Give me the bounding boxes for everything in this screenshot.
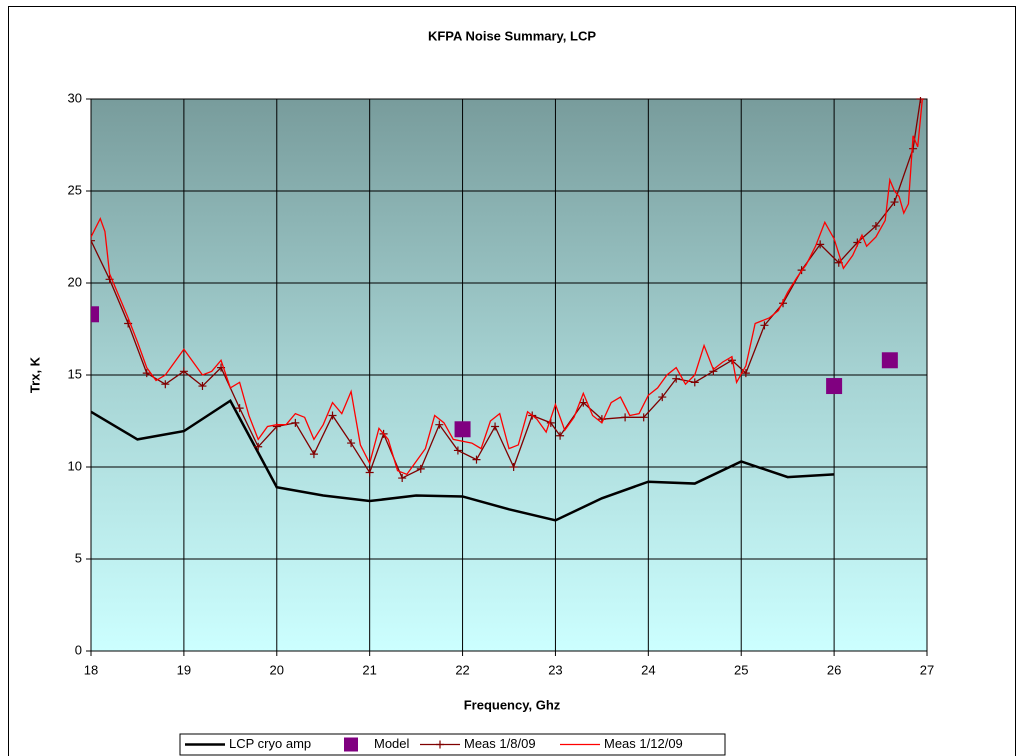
marker-plus [890,198,899,207]
marker-plus [272,422,281,431]
legend-swatch [436,740,444,749]
marker-plus [639,413,648,422]
marker-plus [435,420,444,429]
legend: LCP cryo amp Model Meas 1/8/09 Meas 1/12/09 [179,733,726,756]
marker-plus [509,463,518,471]
marker-plus [398,474,407,483]
marker-plus [658,393,667,402]
y-tick-label: 20 [68,274,82,289]
x-tick-label: 26 [827,662,841,677]
marker-plus [291,418,300,427]
y-tick-label: 15 [68,366,82,381]
x-tick-label: 19 [177,662,191,677]
legend-label: Model [374,736,410,751]
marker-plus [579,398,588,407]
marker-plus [91,236,95,245]
y-tick-label: 0 [75,642,82,657]
marker-square [91,306,99,323]
marker-plus [472,455,481,464]
series-line [91,398,835,522]
marker-plus [760,321,769,330]
y-axis-title: Trx, K [27,356,42,393]
y-tick-label: 25 [68,182,82,197]
x-tick-label: 25 [734,662,748,677]
x-tick-label: 18 [84,662,98,677]
marker-plus [491,422,500,431]
legend-swatch [344,737,358,752]
legend-label: Meas 1/12/09 [604,736,683,751]
series-layer [91,97,925,522]
marker-plus [309,450,318,459]
marker-plus [142,369,151,378]
marker-plus [161,380,170,389]
plot-border [90,98,928,652]
x-tick-label: 23 [548,662,562,677]
marker-plus [235,404,244,413]
marker-plus [416,464,425,473]
marker-square [454,421,471,438]
x-tick-label: 20 [270,662,284,677]
y-tick-label: 5 [75,550,82,565]
x-tick-label: 27 [920,662,934,677]
marker-plus [453,446,462,455]
marker-plus [179,367,188,376]
marker-plus [871,221,880,230]
marker-plus [556,431,565,440]
marker-plus [328,411,337,420]
y-tick-label: 30 [68,90,82,105]
grid: 0 5 10 15 20 25 30 18 19 20 21 22 23 24 25 26 27 [68,90,935,677]
marker-plus [347,439,356,448]
marker-plus [198,382,207,391]
marker-plus [916,97,925,103]
marker-plus [254,442,263,451]
x-tick-label: 22 [455,662,469,677]
x-tick-label: 21 [362,662,376,677]
legend-label: LCP cryo amp [229,736,311,751]
marker-plus [690,378,699,387]
y-tick-label: 10 [68,458,82,473]
chart-title: KFPA Noise Summary, LCP [428,28,596,43]
series-line [91,98,924,476]
marker-plus [909,144,918,153]
x-axis-title: Frequency, Ghz [464,697,561,712]
marker-plus [621,413,630,422]
marker-plus [816,240,825,249]
marker-square [826,378,843,395]
marker-plus [365,468,374,477]
legend-label: Meas 1/8/09 [464,736,536,751]
marker-plus [741,369,750,378]
x-tick-label: 24 [641,662,655,677]
marker-square [881,352,898,369]
marker-plus [672,374,681,383]
